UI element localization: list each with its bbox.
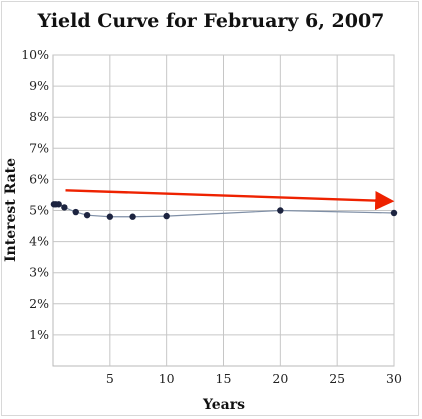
yield-data-point	[390, 209, 398, 217]
x-tick-label: 5	[106, 371, 114, 386]
y-tick-label: 9%	[29, 78, 49, 93]
yield-data-point	[83, 211, 91, 219]
yield-data-point	[61, 204, 68, 211]
trend-arrow	[65, 189, 395, 211]
x-tick-label: 25	[329, 371, 345, 386]
y-axis-label: Interest Rate	[3, 158, 19, 262]
x-axis-label: Years	[202, 397, 245, 413]
x-tick-label: 10	[159, 371, 175, 386]
y-tick-label: 5%	[29, 203, 49, 218]
y-tick-label: 10%	[21, 47, 49, 62]
y-tick-label: 1%	[29, 327, 49, 342]
yield-data-point	[72, 208, 79, 216]
yield-data-point	[106, 213, 114, 220]
x-tick-label: 30	[386, 371, 402, 386]
y-tick-label: 6%	[29, 171, 49, 186]
y-tick-label: 7%	[29, 140, 49, 155]
yield-data-point	[129, 213, 136, 220]
yield-data-point	[277, 207, 284, 214]
yield-data-point	[163, 212, 170, 220]
y-tick-label: 2%	[29, 296, 49, 311]
y-tick-label: 8%	[29, 109, 49, 124]
x-tick-label: 15	[216, 371, 232, 386]
chart-title: Yield Curve for February 6, 2007	[37, 10, 385, 32]
x-tick-label: 20	[272, 371, 288, 386]
yield-data-point	[55, 201, 62, 208]
y-tick-label: 4%	[29, 234, 49, 249]
y-tick-label: 3%	[29, 265, 49, 280]
